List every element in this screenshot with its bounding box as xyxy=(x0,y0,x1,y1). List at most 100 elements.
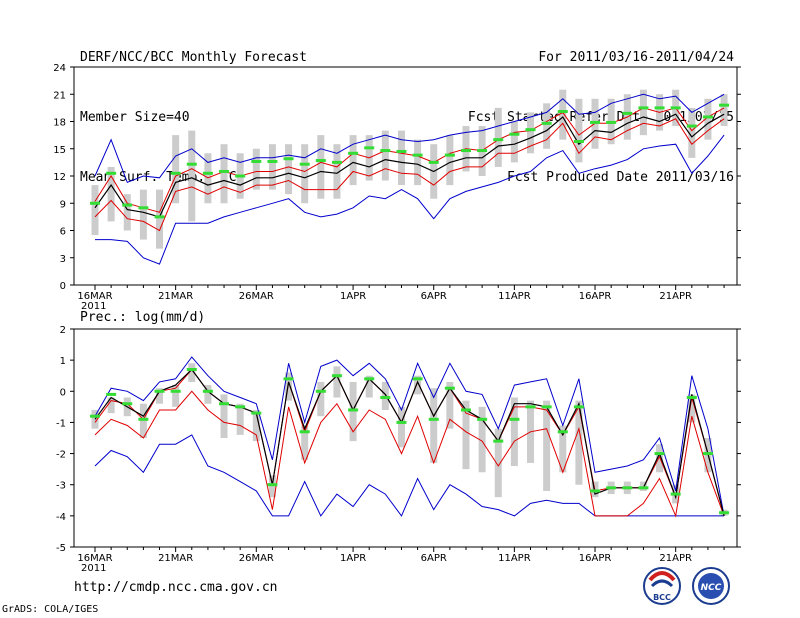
box-bar xyxy=(575,400,583,485)
x-tick-label: 21APR xyxy=(659,553,692,564)
box-bar xyxy=(430,388,438,463)
y-tick-label: 24 xyxy=(53,63,66,74)
box-bar xyxy=(446,135,454,186)
median-marker xyxy=(380,396,391,400)
chart-panel-1: 0 3 6 9 12 15 18 21 24 16MAR 21MAR 26MAR 1APR 6APR 11A… xyxy=(53,63,741,312)
box-bar xyxy=(220,394,228,438)
series-line-q1 xyxy=(94,390,725,518)
median-marker xyxy=(477,149,488,153)
median-marker xyxy=(106,171,117,175)
x-tick-label: 26MAR xyxy=(239,291,274,302)
median-marker xyxy=(606,120,617,124)
box-bar xyxy=(494,428,502,498)
y-tick-label: -5 xyxy=(56,543,66,554)
header-member-size: Member Size=40 xyxy=(80,110,190,125)
series-line-q3 xyxy=(94,107,725,213)
source-url[interactable]: http://cmdp.ncc.cma.gov.cn xyxy=(74,580,278,595)
median-marker xyxy=(460,149,471,153)
median-marker xyxy=(557,110,568,114)
box-bar xyxy=(478,406,486,473)
median-marker xyxy=(235,174,246,178)
y-tick-label: -4 xyxy=(56,512,66,523)
median-marker xyxy=(106,392,117,396)
box-bar xyxy=(639,89,647,136)
median-marker xyxy=(460,408,471,412)
x-tick-label: 11APR xyxy=(498,291,531,302)
median-marker xyxy=(331,160,342,164)
median-marker xyxy=(493,439,504,443)
box-bar xyxy=(317,381,325,417)
box-bar xyxy=(494,107,502,167)
y-tick-label: -2 xyxy=(56,450,66,461)
y-tick-label: 21 xyxy=(53,90,66,101)
x-tick-label: 16APR xyxy=(579,291,612,302)
box-bar xyxy=(575,98,583,163)
x-year-label: 2011 xyxy=(81,563,106,574)
box-bar xyxy=(236,403,244,435)
median-marker xyxy=(202,389,213,393)
box-bar xyxy=(559,425,567,473)
median-marker xyxy=(654,452,665,456)
median-marker xyxy=(428,417,439,421)
median-marker xyxy=(719,511,730,515)
median-marker xyxy=(251,159,262,163)
box-bar xyxy=(91,409,99,429)
box-bar xyxy=(252,148,260,190)
median-marker xyxy=(428,160,439,164)
x-tick-label: 26MAR xyxy=(239,553,274,564)
x-tick-label: 16MAR xyxy=(77,291,112,302)
box-bar xyxy=(301,144,309,204)
median-marker xyxy=(622,111,633,115)
median-marker xyxy=(541,405,552,409)
box-bar xyxy=(268,144,276,190)
median-marker xyxy=(670,106,681,110)
x-tick-label: 21APR xyxy=(659,291,692,302)
box-bar xyxy=(397,406,405,448)
box-bar xyxy=(333,144,341,199)
median-marker xyxy=(477,417,488,421)
median-marker xyxy=(509,417,520,421)
median-marker xyxy=(702,115,713,119)
box-bar xyxy=(123,194,131,231)
y-tick-label: 0 xyxy=(60,387,66,398)
median-marker xyxy=(154,215,165,219)
median-marker xyxy=(299,430,310,434)
box-bar xyxy=(156,189,164,249)
y-tick-label: 12 xyxy=(53,172,66,183)
median-marker xyxy=(557,430,568,434)
median-marker xyxy=(251,411,262,415)
median-marker xyxy=(154,389,165,393)
median-marker xyxy=(686,396,697,400)
box-bar xyxy=(397,130,405,186)
median-marker xyxy=(90,201,100,205)
median-marker xyxy=(235,405,246,409)
median-marker xyxy=(573,139,584,143)
box-bar xyxy=(365,375,373,398)
box-bar xyxy=(510,121,518,163)
y-tick-label: 6 xyxy=(60,227,66,238)
box-bar xyxy=(656,444,664,473)
box-bar xyxy=(543,103,551,149)
box-bar xyxy=(639,481,647,491)
y-tick-label: 9 xyxy=(60,199,66,210)
box-bar xyxy=(688,107,696,158)
box-bar xyxy=(252,409,260,442)
y-tick-label: 18 xyxy=(53,118,66,129)
median-marker xyxy=(283,157,294,161)
box-bar xyxy=(172,135,180,204)
median-marker xyxy=(267,483,278,487)
series-line-q1 xyxy=(94,118,725,232)
median-marker xyxy=(170,389,181,393)
box-bar xyxy=(107,166,115,222)
series-line-min xyxy=(94,434,725,517)
y-tick-label: 0 xyxy=(60,281,66,292)
box-bar xyxy=(446,381,454,429)
median-marker xyxy=(364,146,375,150)
box-bar xyxy=(559,89,567,140)
series-line-mean xyxy=(94,113,725,218)
box-bar xyxy=(349,135,357,186)
median-marker xyxy=(315,389,326,393)
box-bar xyxy=(414,139,422,186)
box-bar xyxy=(172,385,180,407)
box-bar xyxy=(139,189,147,240)
